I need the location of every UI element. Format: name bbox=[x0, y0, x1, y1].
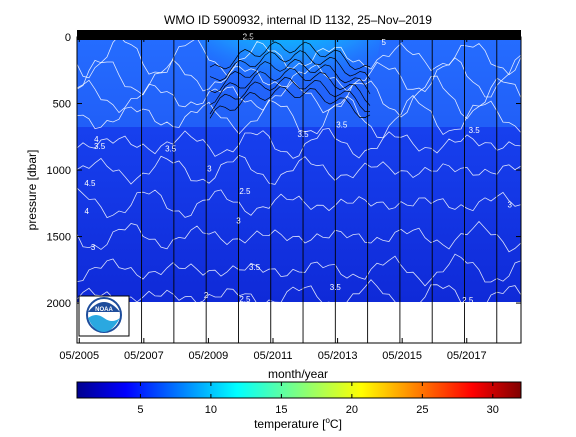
contour-label: 3.5 bbox=[249, 263, 261, 272]
plot-frame bbox=[76, 36, 522, 344]
contour-label: 2.5 bbox=[462, 296, 474, 305]
x-tick-label: 05/2011 bbox=[254, 350, 293, 362]
profile-lines bbox=[141, 37, 498, 343]
mixed-layer-band bbox=[77, 30, 521, 40]
contour-label: 3.5 bbox=[336, 120, 348, 129]
x-tick-label: 05/2013 bbox=[318, 350, 358, 362]
chart-title: WMO ID 5900932, internal ID 1132, 25–Nov… bbox=[164, 13, 432, 27]
contour-line-warm bbox=[209, 58, 371, 95]
contour-label: 4.5 bbox=[84, 179, 96, 188]
contour-label: 3.5 bbox=[330, 283, 342, 292]
colorbar-tick-label: 15 bbox=[275, 404, 287, 416]
y-tick-label: 2000 bbox=[47, 298, 71, 310]
contour-line-warm bbox=[209, 67, 371, 106]
y-tick-label: 1000 bbox=[47, 165, 71, 177]
y-tick-label: 500 bbox=[53, 99, 71, 111]
contour-label: 4 bbox=[94, 135, 99, 144]
colorbar-tick-label: 20 bbox=[346, 404, 358, 416]
contour-line bbox=[77, 279, 521, 302]
contour-line bbox=[77, 127, 521, 159]
x-tick-label: 05/2009 bbox=[189, 350, 229, 362]
contour-label: 3 bbox=[236, 216, 241, 225]
y-axis-label: pressure [dbar] bbox=[25, 150, 39, 231]
noaa-logo: NOAA bbox=[78, 295, 130, 337]
x-tick-label: 05/2005 bbox=[59, 350, 99, 362]
colorbar-tick-label: 10 bbox=[205, 404, 217, 416]
colorbar-tick-label: 5 bbox=[137, 404, 143, 416]
contour-label: 3 bbox=[207, 164, 212, 173]
y-tick-label: 1500 bbox=[47, 232, 71, 244]
contour-label: 2 bbox=[204, 291, 209, 300]
x-axis-label: month/year bbox=[268, 367, 328, 381]
colorbar-tick-label: 30 bbox=[487, 404, 499, 416]
contour-line-warm bbox=[209, 76, 371, 115]
contour-line bbox=[77, 253, 521, 287]
contour-line bbox=[77, 54, 521, 98]
contour-line bbox=[77, 37, 521, 79]
contour-label: 3.5 bbox=[297, 130, 309, 139]
contour-label: 2.5 bbox=[239, 187, 251, 196]
x-tick-label: 05/2007 bbox=[124, 350, 164, 362]
contour-line bbox=[77, 94, 521, 139]
contour-line-warm bbox=[209, 50, 371, 82]
contour-label: 3.5 bbox=[165, 144, 177, 153]
colorbar-ticks: 5 10 15 20 25 30 bbox=[137, 382, 499, 416]
contour-line bbox=[77, 154, 521, 185]
y-tick-label: 0 bbox=[65, 32, 71, 44]
contour-label: 3.5 bbox=[94, 142, 106, 151]
contour-lines bbox=[77, 37, 521, 302]
x-axis: 05/2005 05/2007 05/2009 05/2011 05/2013 05/20… bbox=[59, 37, 487, 362]
colorbar: 5 10 15 20 25 30 temperature [oC] bbox=[76, 381, 522, 431]
colorbar-label: temperature [oC] bbox=[254, 416, 342, 431]
contour-line bbox=[77, 187, 521, 219]
y-axis: 0 500 1000 1500 2000 bbox=[47, 32, 521, 310]
x-tick-label: 05/2017 bbox=[447, 350, 487, 362]
contour-label: 4 bbox=[84, 207, 89, 216]
contour-line-warm bbox=[209, 41, 371, 70]
contour-label: 3.5 bbox=[469, 126, 481, 135]
contour-label: 5 bbox=[382, 38, 387, 47]
contour-label: 2.5 bbox=[239, 295, 251, 304]
contour-line bbox=[77, 220, 521, 253]
contour-label: 3 bbox=[91, 243, 96, 252]
x-tick-label: 05/2015 bbox=[382, 350, 422, 362]
noaa-logo-text: NOAA bbox=[95, 307, 113, 313]
colorbar-tick-label: 25 bbox=[416, 404, 428, 416]
contour-label: 3 bbox=[507, 200, 512, 209]
colorbar-gradient bbox=[76, 381, 522, 399]
contour-line-warm bbox=[209, 86, 371, 119]
